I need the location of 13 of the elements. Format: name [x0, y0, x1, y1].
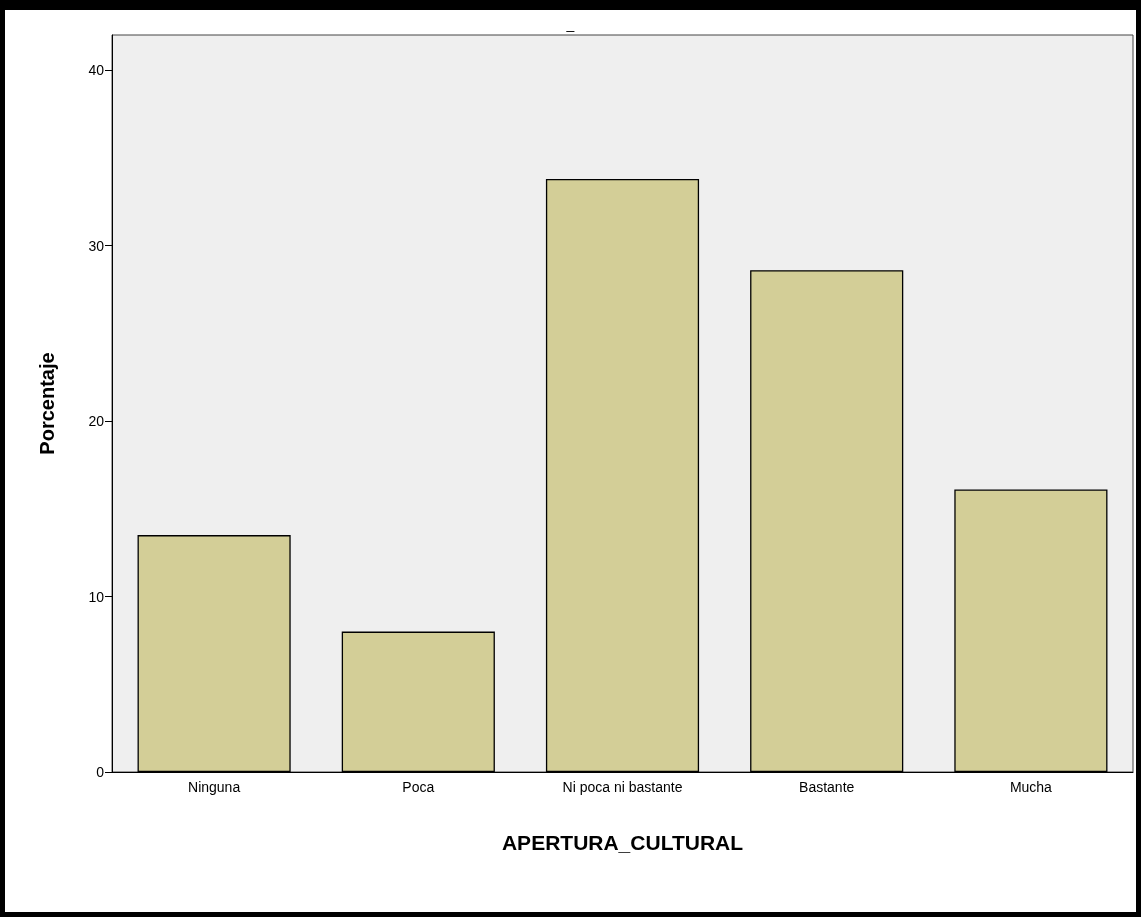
y-tick-label: 10 [88, 588, 105, 605]
y-tick-label: 20 [88, 413, 105, 430]
x-tick-label: Bastante [799, 779, 855, 795]
y-axis-title: Porcentaje [36, 352, 58, 455]
y-tick-label: 0 [96, 764, 105, 780]
x-tick-label: Poca [402, 779, 435, 795]
x-tick-label: Ni poca ni bastante [562, 779, 683, 795]
y-tick-label: 30 [88, 237, 105, 254]
x-tick-label: Mucha [1009, 779, 1053, 795]
chart-title: _ [565, 16, 575, 32]
y-tick-label: 40 [88, 62, 105, 79]
x-axis-title: APERTURA_CULTURAL [501, 831, 744, 854]
x-tick-label: Ninguna [188, 779, 241, 795]
